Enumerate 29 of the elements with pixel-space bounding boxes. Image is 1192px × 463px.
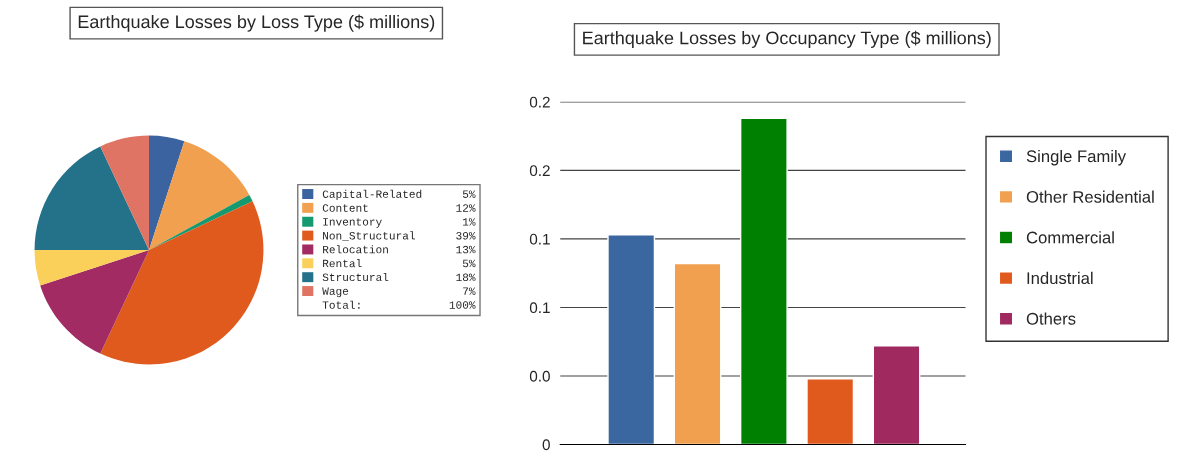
legend-label: Content 12% <box>322 204 476 212</box>
y-tick-label: 0.2 <box>529 96 550 108</box>
legend-label: Industrial <box>1027 271 1093 285</box>
pie-slice <box>149 141 250 251</box>
y-tick-label: 0.2 <box>529 165 550 177</box>
legend-label: Rental 5% <box>323 259 476 268</box>
pie-slice <box>149 135 185 251</box>
legend-label: Wage 7% <box>322 287 476 298</box>
legend-label: Relocation 13% <box>323 245 476 254</box>
legend-label: Commercial <box>1026 231 1114 244</box>
legend-label: Capital-Related 5% <box>322 189 476 201</box>
legend-label: Inventory 1% <box>323 218 476 228</box>
pie-slice <box>34 146 149 251</box>
pie-slice <box>100 201 264 365</box>
pie-slice <box>40 250 149 354</box>
y-tick-label: 0.1 <box>529 302 550 314</box>
y-tick-label: 0.0 <box>529 370 550 382</box>
legend-label: Single Family <box>1026 149 1127 166</box>
pie-slice <box>100 135 149 251</box>
legend-label: Other Residential <box>1026 190 1154 203</box>
text: Total: 100% <box>322 300 476 309</box>
legend-label: Structural 18% <box>322 272 476 282</box>
y-tick-label: 0 <box>542 439 550 451</box>
legend-label: Non_Structural 39% <box>323 231 476 241</box>
y-tick-label: 0.1 <box>529 233 550 245</box>
legend-label: Others <box>1026 312 1076 325</box>
chart-title: Earthquake Losses by Occupancy Type ($ millions) <box>583 30 991 48</box>
pie-slice <box>34 250 149 286</box>
chart-title: Earthquake Losses by Loss Type ($ millions) <box>78 14 435 32</box>
